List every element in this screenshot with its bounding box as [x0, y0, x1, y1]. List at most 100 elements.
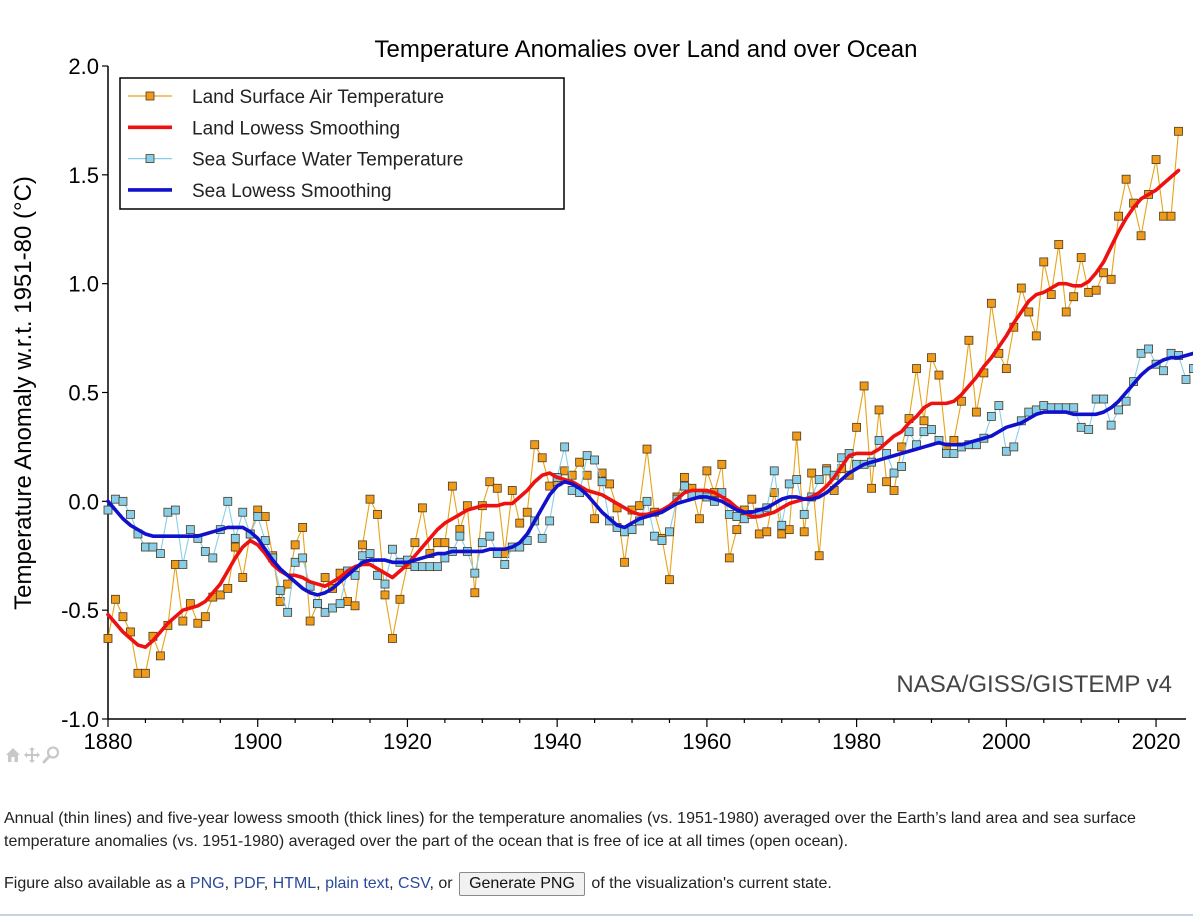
data-point	[635, 501, 644, 511]
data-point	[747, 494, 757, 504]
data-point	[680, 481, 689, 491]
comma-separator: ,	[389, 875, 394, 892]
csv-link[interactable]: CSV	[398, 875, 430, 892]
data-point	[298, 553, 308, 563]
data-point	[986, 412, 996, 421]
data-point	[919, 416, 929, 426]
data-point	[432, 538, 442, 548]
data-point	[373, 509, 382, 519]
data-point	[1144, 344, 1153, 354]
legend-box	[119, 77, 565, 210]
data-point	[447, 481, 457, 491]
data-point	[799, 509, 809, 519]
comma-separator: ,	[316, 875, 321, 892]
data-point	[792, 475, 802, 484]
series-line	[106, 168, 1181, 649]
data-point	[867, 483, 876, 493]
data-point	[642, 496, 652, 506]
data-point	[507, 486, 517, 495]
data-point	[200, 612, 210, 622]
data-point	[882, 477, 891, 487]
data-point	[732, 512, 742, 521]
legend-marker	[145, 154, 155, 164]
data-point	[1076, 422, 1086, 432]
data-point	[814, 551, 824, 561]
data-point	[455, 531, 465, 541]
data-point	[582, 470, 592, 480]
data-point	[1084, 287, 1094, 297]
home-icon[interactable]	[4, 745, 22, 765]
y-tick-label: 2.0	[68, 54, 99, 79]
data-point	[335, 599, 345, 609]
data-point	[545, 516, 555, 526]
data-point	[537, 533, 547, 543]
data-point	[762, 527, 772, 537]
data-point	[739, 514, 749, 524]
data-point	[178, 616, 188, 626]
data-point	[971, 407, 981, 417]
data-point	[1039, 401, 1049, 410]
comma-separator: ,	[224, 875, 230, 892]
data-point	[373, 570, 382, 580]
data-point	[1189, 364, 1193, 373]
data-point	[133, 668, 143, 678]
data-point	[350, 601, 360, 611]
data-point	[358, 540, 367, 550]
data-point	[305, 616, 315, 626]
data-point	[290, 540, 300, 550]
data-point	[1054, 240, 1064, 249]
html-link[interactable]: HTML	[272, 875, 317, 892]
data-point	[702, 466, 712, 476]
pdf-link[interactable]: PDF	[233, 875, 264, 892]
data-point	[897, 462, 906, 471]
data-point	[388, 634, 397, 643]
data-point	[799, 527, 809, 537]
data-point	[784, 525, 794, 535]
data-point	[620, 557, 629, 567]
data-point	[170, 560, 180, 569]
data-point	[650, 531, 659, 541]
data-point	[283, 607, 293, 617]
data-point	[170, 505, 180, 515]
data-point	[732, 525, 742, 535]
data-point	[754, 529, 764, 539]
data-point	[912, 364, 921, 373]
data-point	[919, 427, 929, 437]
data-point	[1114, 211, 1124, 221]
data-point	[343, 597, 352, 606]
png-link[interactable]: PNG	[189, 875, 225, 892]
data-point	[942, 449, 951, 458]
data-point	[118, 496, 128, 506]
chart[interactable]: Temperature Anomalies over Land and over…	[0, 0, 1193, 790]
zoom-icon[interactable]	[42, 745, 60, 765]
data-point	[260, 512, 270, 521]
data-point	[358, 551, 367, 561]
comma-separator: ,	[429, 875, 434, 892]
data-point	[418, 562, 427, 572]
or-text: or	[438, 875, 453, 892]
data-point	[1181, 375, 1191, 384]
data-point	[492, 483, 502, 493]
data-point	[957, 396, 966, 406]
data-point	[410, 562, 420, 572]
data-point	[418, 503, 427, 513]
axes: -1.0 -0.5 0.0 0.5 1.0 1.5 2.0 1880 1900 1920 1940 1…	[61, 54, 1186, 754]
pan-icon[interactable]	[23, 745, 41, 765]
data-point	[522, 507, 532, 517]
y-tick-label: 1.5	[68, 163, 99, 188]
data-point	[814, 475, 824, 484]
generate-png-button[interactable]: Generate PNG	[459, 872, 585, 896]
data-point	[380, 579, 390, 589]
data-point	[665, 575, 674, 585]
y-axis-label: Temperature Anomaly w.r.t. 1951-80 (°C)	[10, 176, 37, 610]
attribution: NASA/GISS/GISTEMP v4	[896, 671, 1172, 698]
data-point	[395, 594, 405, 604]
data-point	[874, 405, 884, 415]
data-point	[777, 529, 787, 539]
data-point	[126, 627, 135, 637]
plain-text-link[interactable]: plain text	[325, 875, 390, 892]
data-point	[582, 451, 592, 461]
data-point	[425, 562, 435, 572]
legend-label: Land Surface Air Temperature	[192, 87, 444, 108]
data-point	[724, 553, 734, 563]
